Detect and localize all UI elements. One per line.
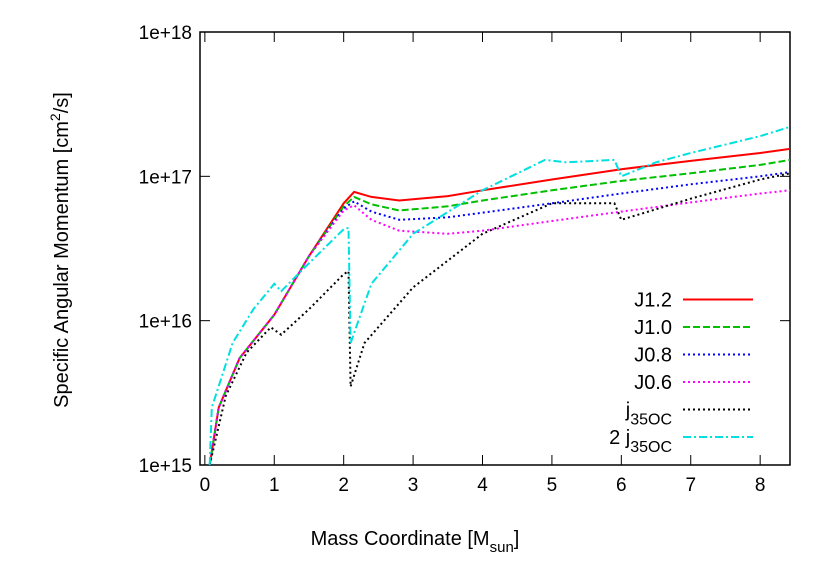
legend-label: J1.2 — [634, 290, 672, 312]
legend-label-sub: 35OC — [630, 412, 672, 429]
y-tick-label: 1e+17 — [139, 167, 192, 188]
legend-label-text: 2 j — [609, 427, 630, 449]
x-tick-label: 4 — [477, 475, 488, 496]
legend-label-text: j — [625, 400, 630, 422]
y-label-sup: 2 — [47, 113, 63, 121]
series-line — [208, 125, 790, 465]
y-tick-label: 1e+16 — [139, 312, 192, 333]
x-tick-label: 7 — [685, 475, 696, 496]
x-tick-label: 5 — [547, 475, 558, 496]
legend-label: J0.6 — [634, 372, 672, 394]
x-tick-label: 8 — [755, 475, 766, 496]
series-line — [208, 172, 790, 465]
legend-label: 2 j35OC — [609, 427, 672, 456]
y-label-text: /s] — [51, 92, 73, 113]
y-tick-label: 1e+18 — [139, 23, 192, 44]
x-label-text: Mass Coordinate [M — [311, 528, 490, 550]
x-tick-label: 2 — [338, 475, 349, 496]
legend-label-text: J0.8 — [634, 345, 672, 367]
legend-label: J1.0 — [634, 317, 672, 339]
legend-label-text: J0.6 — [634, 372, 672, 394]
x-tick-label: 3 — [408, 475, 419, 496]
series-line — [208, 189, 790, 465]
x-tick-label: 0 — [200, 475, 211, 496]
x-axis-label: Mass Coordinate [Msun] — [311, 528, 520, 556]
y-axis-label: Specific Angular Momentum [cm2/s] — [47, 92, 73, 408]
series-line — [208, 147, 790, 465]
x-label-sub: sun — [490, 539, 514, 556]
x-tick-label: 6 — [616, 475, 627, 496]
legend-label: j35OC — [625, 400, 672, 429]
x-tick-label: 1 — [269, 475, 280, 496]
legend-label-text: J1.0 — [634, 317, 672, 339]
x-label-text: ] — [514, 528, 520, 550]
y-label-text: Specific Angular Momentum [cm — [51, 121, 73, 408]
series-line — [208, 158, 790, 465]
series-line — [208, 171, 790, 465]
plot-frame — [199, 31, 791, 466]
y-tick-label: 1e+15 — [139, 456, 192, 477]
legend-label-sub: 35OC — [630, 439, 672, 456]
legend-label-text: J1.2 — [634, 290, 672, 312]
legend-label: J0.8 — [634, 345, 672, 367]
